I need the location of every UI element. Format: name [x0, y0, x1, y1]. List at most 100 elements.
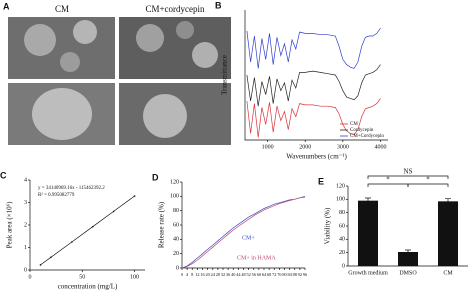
y-tick-label: 100: [336, 197, 345, 203]
y-tick-label: 120: [170, 179, 179, 185]
particle: [136, 24, 164, 52]
bracket: [367, 175, 449, 179]
sem-panel: A CM CM+cordycepin: [3, 1, 231, 145]
annotation: R² = 0.995082779: [38, 192, 75, 198]
axes: [244, 10, 388, 141]
y-tick-label: 20: [339, 250, 345, 256]
x-tick-label: 72: [272, 272, 276, 277]
x-tick-label: 100: [130, 274, 139, 280]
column-label: CM+cordycepin: [145, 4, 205, 14]
y-tick-label: 20: [173, 251, 179, 257]
x-axis-label: concentration (mg/L): [58, 283, 118, 291]
y-axis-label: Peak area (×10⁶): [6, 201, 14, 248]
x-tick-label: 40: [231, 272, 235, 277]
panel-letter: E: [318, 176, 324, 186]
annotation: y = 34140969.16x - 115462392.2: [38, 186, 105, 191]
y-tick-label: 120: [336, 183, 345, 189]
bracket: [407, 183, 449, 187]
x-tick-label: 96: [303, 272, 308, 277]
x-tick-label: 4: [186, 272, 189, 277]
x-axis-label: Wavenumbers (cm⁻¹): [286, 153, 347, 161]
bar: [438, 201, 458, 266]
series-line: [246, 27, 381, 69]
data-point: [133, 195, 136, 197]
series-line: [181, 195, 306, 269]
x-tick-label: 44: [236, 272, 241, 277]
series-line: [40, 195, 135, 266]
x-tick-label: DMSO: [399, 270, 417, 276]
y-tick-label: 40: [173, 237, 179, 243]
column-label: CM: [55, 4, 69, 14]
significance: *: [386, 176, 390, 184]
particle: [176, 21, 194, 39]
x-tick-label: CM: [443, 270, 453, 276]
bar: [398, 252, 418, 266]
y-axis-label: Transmittance: [221, 55, 229, 95]
particle: [32, 88, 92, 140]
x-tick-label: 16: [200, 272, 205, 277]
series-line: [181, 196, 306, 269]
x-tick-label: 50: [79, 274, 85, 280]
legend-label: CM: [350, 122, 358, 127]
x-tick-label: 48: [241, 272, 245, 277]
y-tick-label: 0: [176, 265, 179, 271]
bracket: [367, 183, 409, 187]
panel-letter: D: [152, 172, 159, 182]
x-tick-label: 68: [267, 272, 271, 277]
x-tick-label: 52: [246, 272, 250, 277]
y-tick-label: 4: [24, 177, 27, 183]
y-tick-label: 3: [24, 200, 27, 206]
series-line: [246, 64, 381, 107]
error-bar: [445, 198, 451, 205]
series-label: CM+: [242, 235, 255, 241]
data-point: [71, 241, 73, 243]
x-tick-label: 32: [221, 272, 225, 277]
y-tick-label: 60: [339, 223, 345, 229]
x-tick-label: 12: [195, 272, 199, 277]
legend-label: Cordycepin: [350, 128, 374, 133]
y-tick-label: 0: [24, 267, 27, 273]
x-tick-label: 36: [226, 272, 231, 277]
x-tick-label: 76: [277, 272, 282, 277]
legend-label: CM+Cordycepin: [350, 134, 384, 139]
x-tick-label: 0: [181, 272, 183, 277]
x-tick-label: 20: [205, 272, 209, 277]
x-tick-label: 4000: [374, 144, 386, 150]
error-bar: [365, 197, 371, 204]
panel-letter: C: [0, 170, 7, 180]
y-tick-label: 60: [173, 222, 179, 228]
bar: [358, 200, 378, 266]
significance: *: [426, 176, 430, 184]
data-point: [39, 264, 42, 266]
series-label: CM+ in HAMA: [237, 255, 276, 261]
x-tick-label: 1000: [262, 144, 274, 150]
particle: [143, 94, 187, 138]
data-point: [50, 256, 52, 259]
x-tick-label: 84: [287, 272, 292, 277]
x-tick-label: 3000: [337, 144, 349, 150]
panel-letter: A: [3, 1, 10, 11]
x-tick-label: 0: [29, 274, 32, 280]
data-point: [112, 210, 115, 213]
x-tick-label: 60: [257, 272, 261, 277]
particle: [24, 24, 56, 56]
series-line: [246, 98, 381, 138]
y-tick-label: 40: [339, 237, 345, 243]
x-tick-label: 80: [282, 272, 286, 277]
y-tick-label: 100: [170, 194, 179, 200]
y-tick-label: 1: [24, 245, 27, 251]
x-tick-label: 56: [252, 272, 257, 277]
x-tick-label: 88: [293, 272, 297, 277]
particle: [192, 42, 218, 68]
x-tick-label: 2000: [299, 144, 311, 150]
significance: NS: [404, 168, 413, 176]
particle: [73, 20, 97, 44]
y-tick-label: 0: [342, 263, 345, 269]
x-tick-label: 8: [191, 272, 193, 277]
y-tick-label: 80: [339, 210, 345, 216]
x-tick-label: 64: [262, 272, 267, 277]
y-axis-label: Viability (%): [324, 207, 332, 244]
x-tick-label: 24: [211, 272, 216, 277]
x-tick-label: 28: [216, 272, 220, 277]
